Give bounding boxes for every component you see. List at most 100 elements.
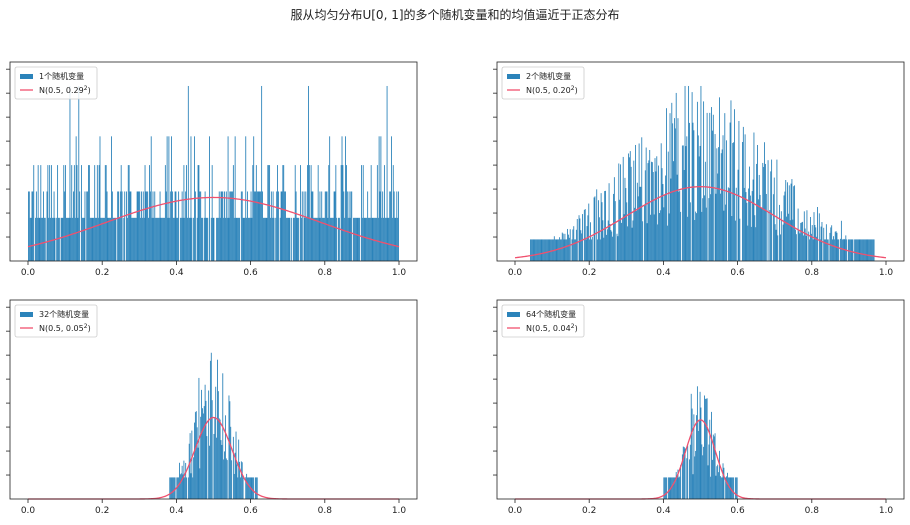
histogram-bar <box>678 191 680 261</box>
histogram-bar <box>726 140 727 261</box>
histogram-bar <box>277 191 279 261</box>
histogram-bar <box>735 477 737 499</box>
histogram-bar <box>604 191 606 261</box>
histogram-bar <box>112 217 114 261</box>
histogram-bar <box>33 165 35 261</box>
histogram-bar <box>312 191 314 261</box>
histogram-bar <box>65 217 67 261</box>
histogram-bar <box>776 159 778 261</box>
histogram-bar <box>721 477 723 499</box>
histogram-bar <box>260 191 262 261</box>
histogram-bar <box>695 450 697 499</box>
histogram-bar <box>613 177 615 261</box>
histogram-bar <box>593 197 595 261</box>
histogram-bar <box>396 191 398 261</box>
histogram-bar <box>608 183 610 261</box>
histogram-bar <box>137 191 139 261</box>
histogram-bar <box>622 156 624 261</box>
histogram-bar <box>547 239 549 261</box>
histogram-bar <box>704 395 705 499</box>
histogram-bar <box>642 221 644 261</box>
histogram-bar <box>214 417 216 499</box>
histogram-bar <box>189 217 191 261</box>
histogram-bar <box>349 217 351 261</box>
histogram-bar <box>165 191 167 261</box>
x-tick-label: 0.0 <box>21 506 36 516</box>
histogram-bar <box>364 217 366 261</box>
histogram-bar <box>748 188 750 261</box>
histogram-bar <box>825 224 827 261</box>
histogram-bar <box>713 436 715 499</box>
histogram-bar <box>178 191 180 261</box>
histogram-bar <box>710 194 712 261</box>
histogram-bar <box>769 210 771 261</box>
histogram-bar <box>58 217 60 261</box>
histogram-bar <box>806 210 808 261</box>
histogram-bar <box>120 165 122 261</box>
histogram-bar <box>308 165 310 261</box>
histogram-bar <box>171 477 172 499</box>
histogram-bar <box>391 136 392 261</box>
histogram-bar <box>702 198 704 261</box>
histogram-bar <box>666 108 667 261</box>
histogram-bar <box>802 235 804 261</box>
histogram-bar <box>380 136 382 261</box>
histogram-bar <box>86 191 88 261</box>
histogram-bar <box>862 239 864 261</box>
axes-frame <box>9 299 418 500</box>
histogram-bar <box>365 217 367 261</box>
histogram-bars <box>28 85 399 261</box>
histogram-bar <box>719 450 720 499</box>
histogram-bar <box>722 135 724 261</box>
histogram-bar <box>578 215 580 261</box>
histogram-bar <box>664 477 666 499</box>
histogram-bar <box>313 217 315 261</box>
histogram-bar <box>376 217 377 261</box>
histogram-bar <box>293 217 294 261</box>
histogram-bar <box>636 182 638 261</box>
histogram-bar <box>111 136 112 261</box>
histogram-bar <box>590 239 592 261</box>
legend-hist-label: 32个随机变量 <box>39 309 89 319</box>
legend-hist-swatch <box>507 312 520 317</box>
histogram-bar <box>378 136 380 261</box>
histogram-bar <box>140 217 142 261</box>
histogram-bar <box>297 217 299 261</box>
histogram-bar <box>674 477 676 499</box>
histogram-bar <box>232 165 234 261</box>
histogram-bar <box>666 225 668 261</box>
histogram-bar <box>231 460 233 499</box>
histogram-bar <box>771 159 773 261</box>
histogram-bar <box>183 165 185 261</box>
normal-curve <box>27 196 400 248</box>
histogram-bar <box>187 477 189 499</box>
histogram-bar <box>616 233 618 261</box>
histogram-bar <box>253 477 255 499</box>
histogram-bar <box>737 169 739 261</box>
histogram-bar <box>180 473 182 499</box>
histogram-bar <box>109 217 111 261</box>
histogram-bar <box>198 165 200 261</box>
histogram-bar <box>708 198 710 261</box>
legend-curve-label: N(0.5, 0.042) <box>526 323 578 333</box>
histogram-bar <box>245 136 247 261</box>
histogram-bar <box>571 239 573 261</box>
histogram-bar <box>679 190 681 261</box>
histogram-bar <box>647 163 649 261</box>
histogram-bar <box>823 227 825 261</box>
histogram-bar <box>348 191 350 261</box>
histogram-bar <box>176 217 178 261</box>
histogram-bar <box>653 214 655 261</box>
histogram-bar <box>386 85 388 261</box>
histogram-bar <box>251 477 253 499</box>
histogram-bar <box>84 191 86 261</box>
histogram-bar <box>338 217 339 261</box>
histogram-bar <box>256 477 258 499</box>
histogram-bar <box>605 190 606 261</box>
histogram-bars <box>530 85 875 262</box>
histogram-bar <box>266 217 268 261</box>
histogram-bar <box>217 217 218 261</box>
histogram-bar <box>258 191 260 261</box>
histogram-bar <box>692 474 694 499</box>
histogram-bar <box>583 209 585 261</box>
